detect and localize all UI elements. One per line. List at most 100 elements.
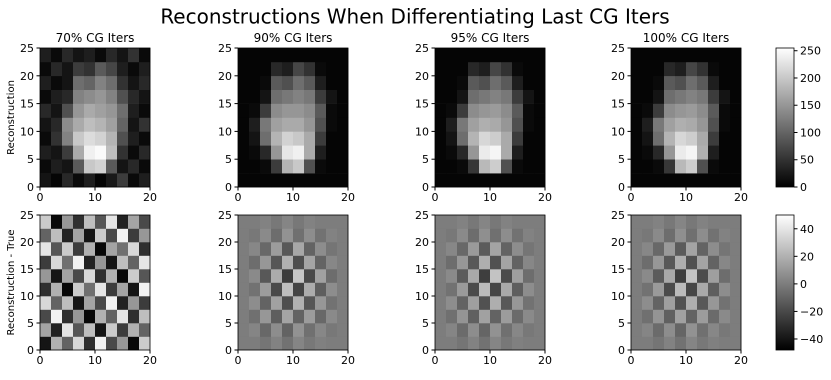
heatmap-cell (73, 117, 85, 132)
heatmap-cell (501, 323, 513, 337)
x-tick-label: 20 (143, 354, 157, 367)
y-tick-label: 10 (611, 290, 625, 303)
heatmap-cell (84, 282, 96, 297)
heatmap-cell (95, 159, 107, 174)
heatmap-cell (249, 336, 261, 351)
y-tick-label: 20 (20, 236, 34, 249)
heatmap-cell (282, 117, 294, 132)
heatmap-cell (664, 103, 676, 118)
heatmap-cell (479, 282, 491, 297)
heatmap-cell (457, 117, 469, 132)
heatmap-cell (260, 242, 272, 256)
heatmap-cell (697, 282, 709, 297)
heatmap-cell (271, 215, 283, 229)
heatmap-cell (128, 336, 140, 351)
heatmap-cell (457, 242, 469, 256)
heatmap-cell (84, 269, 96, 283)
heatmap-cell (95, 323, 107, 337)
heatmap-cell (326, 173, 338, 188)
heatmap-cell (675, 255, 687, 270)
heatmap-cell (501, 75, 513, 90)
y-tick-label: 25 (218, 42, 232, 55)
heatmap-cell (271, 145, 283, 160)
heatmap-cell (446, 215, 458, 229)
heatmap-cell (73, 242, 85, 256)
heatmap-cell (282, 296, 294, 310)
heatmap-cell (446, 173, 458, 188)
heatmap-cell (631, 103, 643, 118)
heatmap-cell (631, 255, 643, 270)
heatmap-cell (238, 75, 250, 90)
heatmap-cell (293, 61, 305, 77)
heatmap-cell (512, 75, 524, 90)
heatmap-cell (435, 131, 447, 146)
heatmap-cell (73, 61, 85, 77)
heatmap-cell (106, 296, 118, 310)
heatmap-cell (435, 242, 447, 256)
heatmap-cell (282, 336, 294, 351)
heatmap-cell (730, 215, 742, 229)
heatmap-cell (84, 61, 96, 77)
heatmap-cell (708, 117, 720, 132)
heatmap-cell (468, 145, 480, 160)
heatmap-cell (95, 89, 107, 104)
heatmap-cell (697, 323, 709, 337)
heatmap-cell (446, 336, 458, 351)
y-tick-label: 0 (618, 344, 625, 357)
heatmap-cell (40, 255, 52, 270)
heatmap-cell (675, 145, 687, 160)
heatmap-cell (73, 159, 85, 174)
heatmap-cell (675, 103, 687, 118)
heatmap-cell (62, 255, 74, 270)
heatmap-cell (293, 215, 305, 229)
heatmap-cell (249, 296, 261, 310)
heatmap-cell (128, 159, 140, 174)
heatmap-cell (326, 117, 338, 132)
heatmap-cell (664, 117, 676, 132)
heatmap-cell (73, 173, 85, 188)
heatmap-cell (653, 103, 665, 118)
heatmap-cell (106, 228, 118, 243)
colorbar-tick-label: 50 (800, 154, 814, 167)
panel-title: 95% CG Iters (451, 31, 530, 45)
heatmap-cell (664, 323, 676, 337)
heatmap-cell (238, 255, 250, 270)
heatmap-cell (523, 48, 535, 63)
heatmap-cell (708, 75, 720, 90)
colorbar-tick-label: −40 (800, 333, 823, 346)
panel-title: 70% CG Iters (56, 31, 135, 45)
heatmap-cell (304, 131, 316, 146)
heatmap-cell (238, 296, 250, 310)
heatmap-cell (490, 296, 502, 310)
heatmap-cell (642, 215, 654, 229)
heatmap-cell (238, 145, 250, 160)
heatmap-cell (446, 48, 458, 63)
y-tick-label: 25 (415, 42, 429, 55)
heatmap-cell (84, 75, 96, 90)
heatmap-cell (468, 159, 480, 174)
heatmap-cell (84, 145, 96, 160)
heatmap-cell (260, 255, 272, 270)
heatmap-cell (139, 48, 151, 63)
heatmap-cell (293, 75, 305, 90)
heatmap-cell (730, 103, 742, 118)
heatmap-cell (730, 228, 742, 243)
heatmap-cell (653, 145, 665, 160)
heatmap-cell (315, 309, 327, 324)
heatmap-cell (282, 323, 294, 337)
heatmap-cell (446, 309, 458, 324)
heatmap-cell (337, 131, 349, 146)
heatmap-cell (304, 89, 316, 104)
heatmap-cell (51, 228, 63, 243)
heatmap-cell (719, 117, 731, 132)
heatmap-cell (708, 61, 720, 77)
x-tick-label: 20 (734, 191, 748, 204)
heatmap-cell (238, 336, 250, 351)
heatmap-cell (730, 309, 742, 324)
heatmap-cell (653, 159, 665, 174)
heatmap-cell (40, 117, 52, 132)
heatmap-cell (675, 296, 687, 310)
heatmap-cell (697, 242, 709, 256)
heatmap-cell (523, 117, 535, 132)
heatmap-cell (62, 75, 74, 90)
